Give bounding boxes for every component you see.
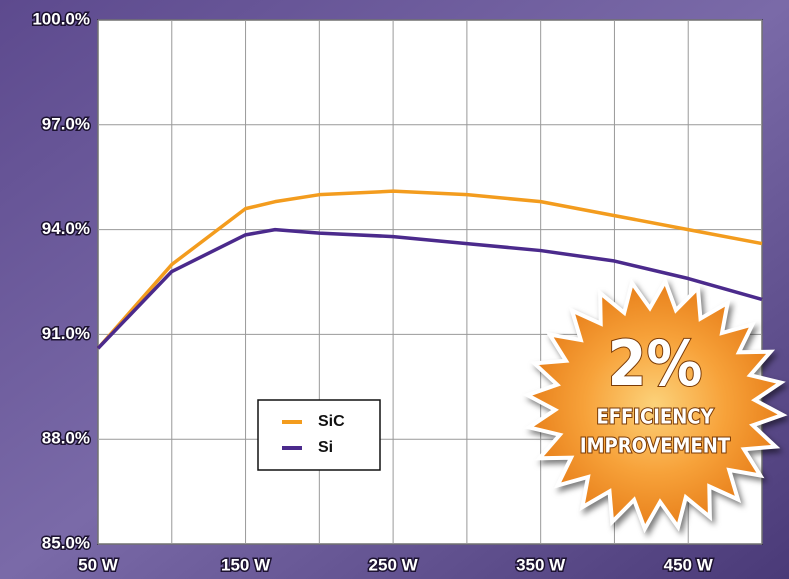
lines [96,189,763,350]
series-line [96,227,763,350]
badge-percent: 2% [608,327,703,400]
y-tick-label: 91.0% [42,324,90,343]
y-tick-label: 85.0% [42,533,90,552]
legend-label: SiC [318,413,345,430]
y-tick-label: 97.0% [42,114,90,133]
legend-box [257,399,381,471]
legend-label: Si [318,439,333,456]
x-tick-label: 250 W [369,555,419,574]
x-tick-label: 150 W [221,555,271,574]
y-tick-label: 94.0% [42,219,90,238]
x-tick-label: 350 W [516,555,566,574]
series-line [96,189,763,350]
legend [257,399,381,471]
badge-line2: IMPROVEMENT [580,434,731,458]
badge-line1: EFFICIENCY [596,405,714,429]
x-tick-label: 450 W [664,555,714,574]
y-tick-label: 100.0% [32,9,90,28]
x-tick-label: 50 W [78,555,119,574]
starburst [522,276,788,534]
y-tick-label: 88.0% [42,429,90,448]
legend-items: SiC Si [282,413,345,456]
